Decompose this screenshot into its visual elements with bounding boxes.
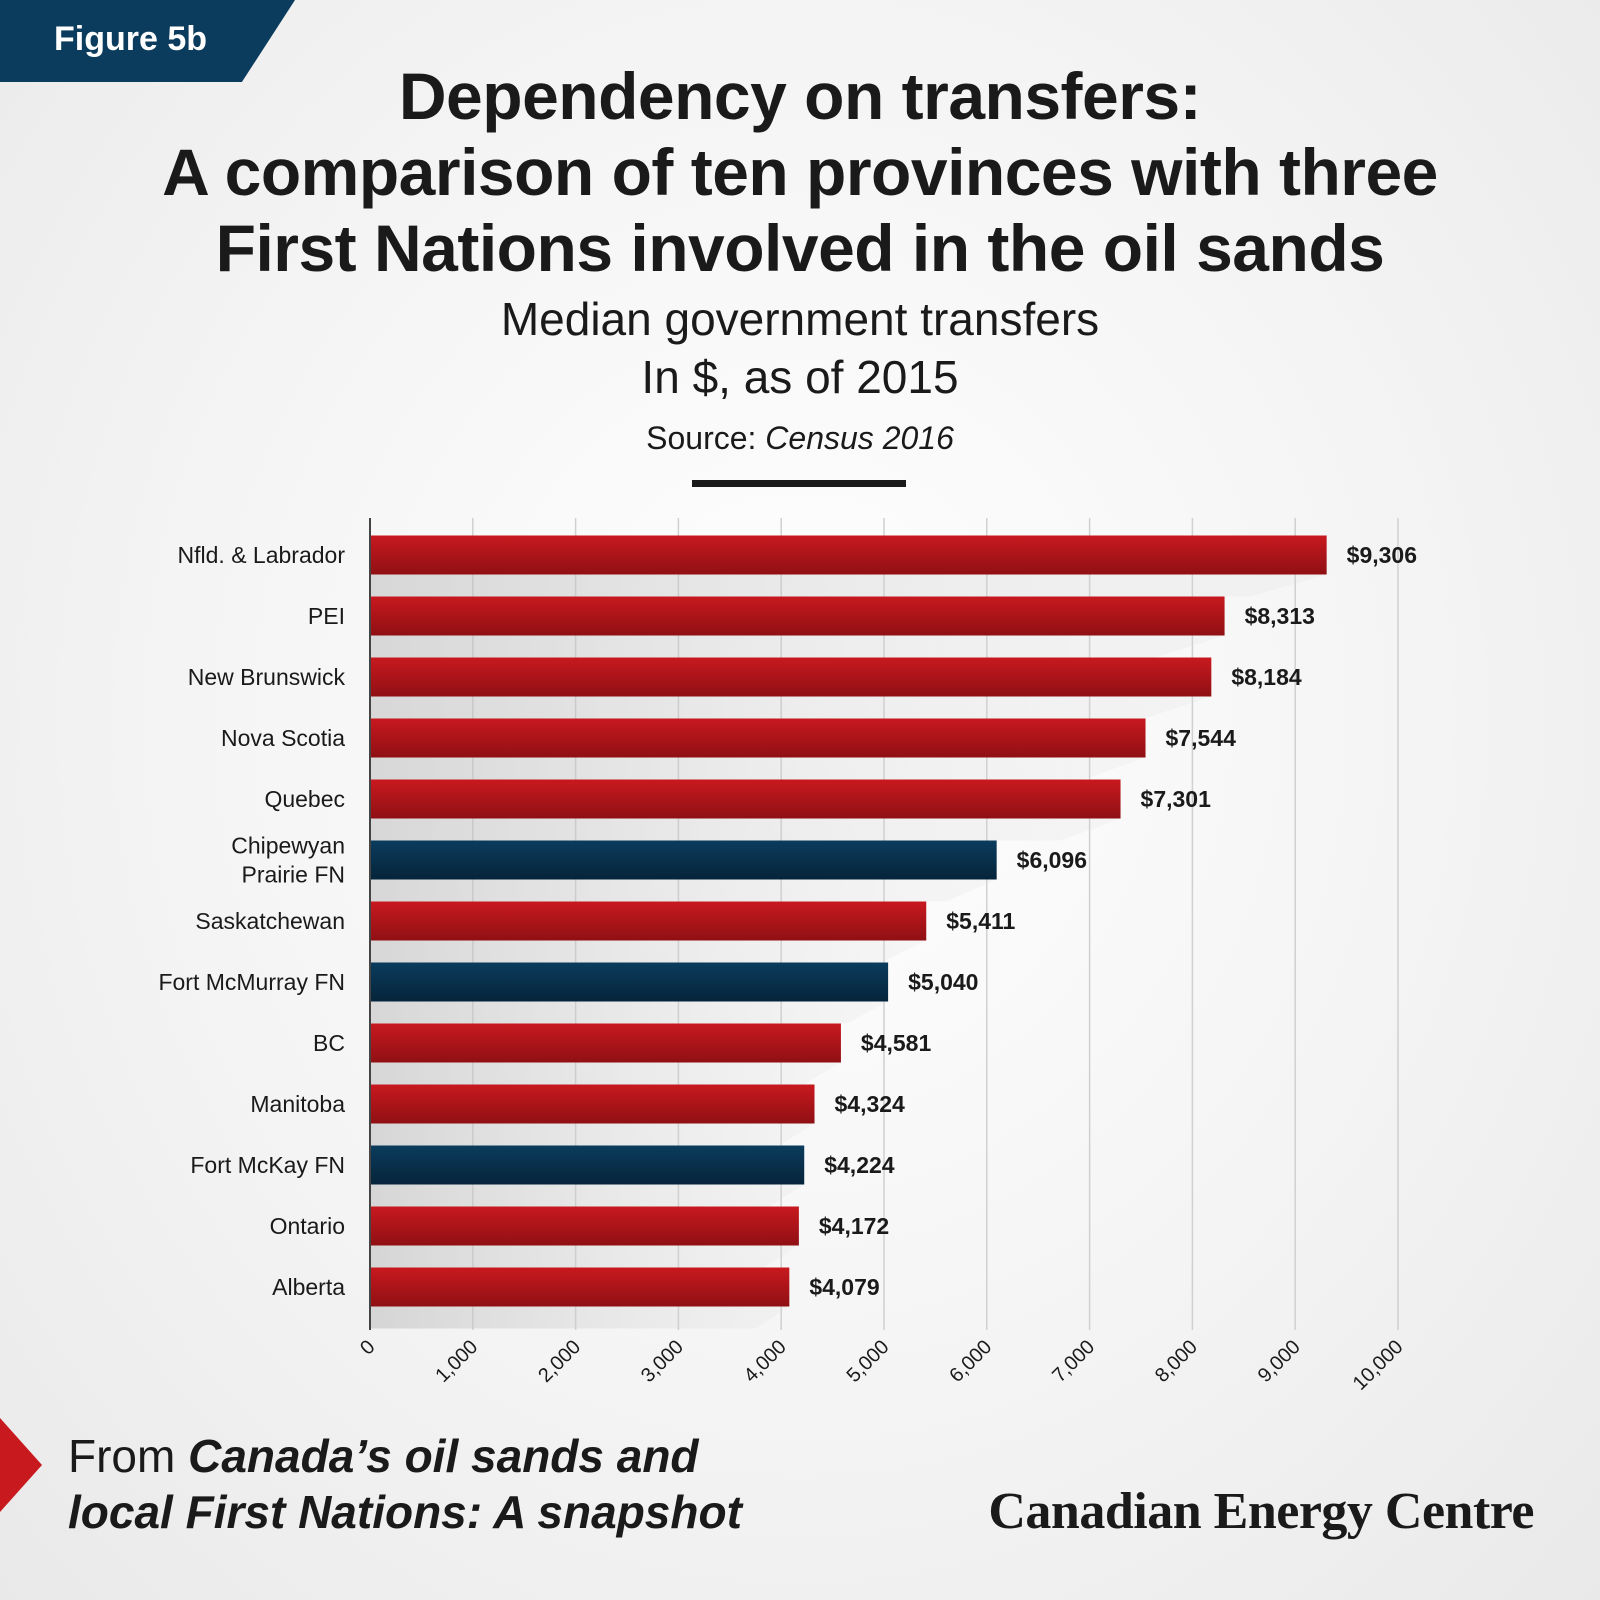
bar-shadow bbox=[370, 1245, 799, 1268]
category-label: Nfld. & Labrador bbox=[178, 542, 346, 568]
x-tick-label: 10,000 bbox=[1349, 1336, 1408, 1395]
bar-chart: $9,306 Nfld. & Labrador $8,313 PEI $8,184 New… bbox=[158, 518, 1417, 1395]
category-label: Nova Scotia bbox=[221, 725, 345, 751]
x-tick-label: 6,000 bbox=[945, 1336, 996, 1387]
category-label: Fort McKay FN bbox=[190, 1152, 345, 1178]
title-line-3: First Nations involved in the oil sands bbox=[215, 211, 1385, 285]
bar-shadow bbox=[370, 574, 1327, 597]
bar bbox=[370, 962, 889, 1002]
data-label: $9,306 bbox=[1347, 542, 1417, 568]
title-divider bbox=[692, 480, 906, 487]
category-label: Fort McMurray FN bbox=[158, 969, 345, 995]
footer-title-line-1: Canada’s oil sands and bbox=[188, 1430, 699, 1482]
footer-title-line-2: local First Nations: A snapshot bbox=[68, 1486, 742, 1538]
footer-credit: From Canada’s oil sands and local First … bbox=[68, 1428, 742, 1540]
category-label: Ontario bbox=[270, 1213, 345, 1239]
data-label: $8,313 bbox=[1245, 603, 1315, 629]
bar-shadow bbox=[370, 818, 1121, 841]
data-label: $8,184 bbox=[1231, 664, 1302, 690]
bar bbox=[370, 1023, 841, 1063]
category-label: Prairie FN bbox=[241, 862, 345, 888]
x-tick-label: 3,000 bbox=[637, 1336, 688, 1387]
source-note: Source: Census 2016 bbox=[0, 420, 1600, 457]
category-label: Alberta bbox=[272, 1274, 345, 1300]
data-label: $5,040 bbox=[908, 969, 978, 995]
bar-shadow bbox=[370, 1001, 889, 1024]
bar-shadow bbox=[370, 696, 1212, 719]
source-label: Source: bbox=[646, 420, 757, 456]
bar-shadow bbox=[370, 1184, 805, 1207]
bar-shadow bbox=[370, 879, 997, 902]
title-line-2: A comparison of ten provinces with three bbox=[162, 135, 1438, 209]
x-tick-label: 7,000 bbox=[1048, 1336, 1099, 1387]
chart-subtitle: Median government transfers In $, as of … bbox=[0, 290, 1600, 406]
bar bbox=[370, 718, 1146, 758]
data-label: $4,324 bbox=[835, 1091, 906, 1117]
brand-logo-text: Canadian Energy Centre bbox=[988, 1483, 1534, 1540]
data-label: $4,581 bbox=[861, 1030, 932, 1056]
title-line-1: Dependency on transfers: bbox=[398, 59, 1202, 133]
figure-tag: Figure 5b bbox=[0, 0, 295, 82]
bar-shadow bbox=[370, 940, 927, 963]
data-label: $7,544 bbox=[1166, 725, 1237, 751]
subtitle-line-2: In $, as of 2015 bbox=[641, 351, 959, 403]
bar-shadow bbox=[370, 1306, 790, 1329]
bar bbox=[370, 596, 1225, 636]
bar bbox=[370, 779, 1121, 819]
subtitle-line-1: Median government transfers bbox=[500, 293, 1100, 345]
x-tick-label: 8,000 bbox=[1151, 1336, 1202, 1387]
category-label: BC bbox=[313, 1030, 345, 1056]
data-label: $4,172 bbox=[819, 1213, 889, 1239]
chart-title: Dependency on transfers: A comparison of… bbox=[0, 58, 1600, 286]
figure-label: Figure 5b bbox=[54, 20, 208, 58]
data-label: $4,079 bbox=[809, 1274, 879, 1300]
bar-shadow bbox=[370, 1123, 815, 1146]
x-tick-label: 4,000 bbox=[740, 1336, 791, 1387]
footer-prefix: From bbox=[68, 1430, 189, 1482]
data-label: $5,411 bbox=[946, 908, 1015, 934]
category-label: Manitoba bbox=[250, 1091, 345, 1117]
category-label: Quebec bbox=[264, 786, 345, 812]
data-label: $6,096 bbox=[1017, 847, 1087, 873]
category-label: PEI bbox=[308, 603, 345, 629]
bar bbox=[370, 1145, 805, 1185]
arrow-icon bbox=[0, 1418, 42, 1512]
bar-shadow bbox=[370, 757, 1146, 780]
source-value: Census 2016 bbox=[765, 420, 954, 456]
category-label: Chipewyan bbox=[231, 833, 345, 859]
bar-shadow bbox=[370, 635, 1225, 658]
bar bbox=[370, 535, 1327, 575]
bar bbox=[370, 901, 927, 941]
data-label: $4,224 bbox=[824, 1152, 895, 1178]
bar-shadow bbox=[370, 1062, 841, 1085]
bar bbox=[370, 657, 1212, 697]
bar bbox=[370, 840, 997, 880]
x-tick-label: 2,000 bbox=[534, 1336, 585, 1387]
bar bbox=[370, 1084, 815, 1124]
x-tick-label: 5,000 bbox=[843, 1336, 894, 1387]
bar bbox=[370, 1267, 790, 1307]
category-label: New Brunswick bbox=[188, 664, 346, 690]
data-label: $7,301 bbox=[1141, 786, 1212, 812]
x-tick-label: 1,000 bbox=[431, 1336, 482, 1387]
bar bbox=[370, 1206, 799, 1246]
x-tick-label: 9,000 bbox=[1254, 1336, 1305, 1387]
x-tick-label: 0 bbox=[356, 1336, 379, 1359]
category-label: Saskatchewan bbox=[195, 908, 345, 934]
